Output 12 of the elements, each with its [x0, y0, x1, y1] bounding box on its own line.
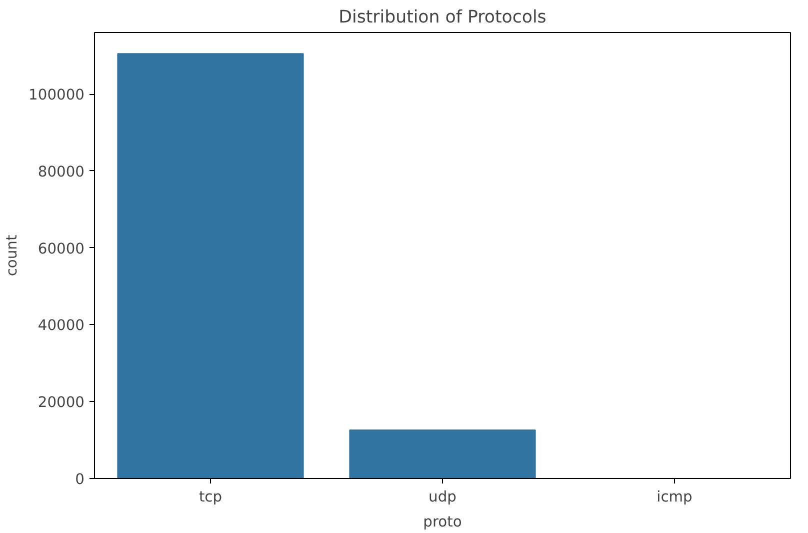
y-axis-title: count: [4, 234, 21, 276]
x-tick-label: icmp: [656, 488, 692, 506]
x-axis-title: proto: [423, 514, 462, 530]
x-tick-label: tcp: [198, 488, 222, 506]
y-tick-label: 40000: [38, 317, 84, 334]
y-tick-label: 100000: [28, 86, 85, 104]
y-tick-label: 0: [75, 471, 85, 488]
y-tick-label: 60000: [38, 240, 84, 258]
chart-title: Distribution of Protocols: [338, 8, 546, 28]
y-tick-label: 80000: [38, 163, 84, 180]
y-tick-label: 20000: [38, 394, 84, 412]
x-tick-label: udp: [428, 488, 456, 506]
